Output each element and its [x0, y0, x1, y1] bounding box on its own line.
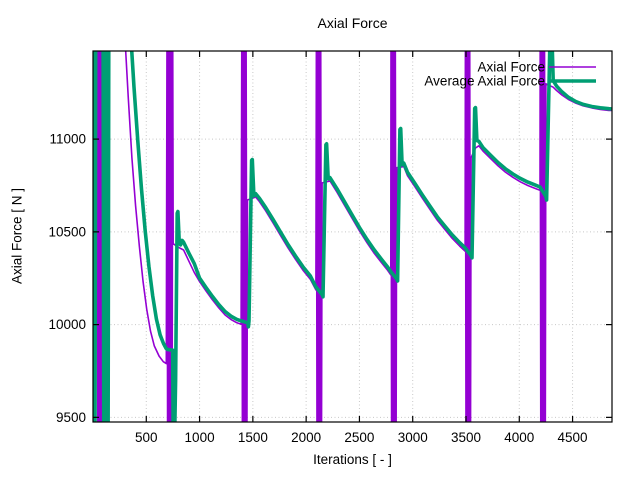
x-tick-label: 1500	[238, 430, 268, 445]
x-tick-label: 4000	[504, 430, 534, 445]
x-tick-label: 2500	[344, 430, 374, 445]
series-line-axial-force	[124, 51, 612, 422]
x-axis-title: Iterations [ - ]	[313, 452, 392, 467]
y-tick-label: 9500	[56, 410, 86, 425]
x-tick-label: 4500	[558, 430, 588, 445]
series-line-average-axial-force	[129, 51, 612, 422]
chart-title: Axial Force	[317, 15, 388, 31]
y-tick-label: 10500	[48, 224, 86, 239]
y-tick-label: 10000	[48, 317, 86, 332]
x-tick-label: 3000	[398, 430, 428, 445]
plot-frame	[92, 50, 613, 423]
series-line-axial-force	[96, 51, 103, 422]
y-tick-label: 11000	[49, 132, 86, 147]
legend-label: Axial Force	[477, 60, 545, 75]
x-tick-label: 500	[135, 430, 158, 445]
x-tick-label: 3500	[451, 430, 481, 445]
x-tick-label: 2000	[291, 430, 321, 445]
legend-label: Average Axial Force	[424, 74, 545, 89]
x-tick-label: 1000	[185, 430, 215, 445]
series-line-average-axial-force	[101, 51, 111, 422]
